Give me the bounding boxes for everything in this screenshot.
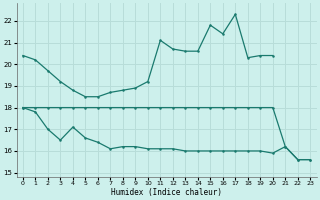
X-axis label: Humidex (Indice chaleur): Humidex (Indice chaleur): [111, 188, 222, 197]
